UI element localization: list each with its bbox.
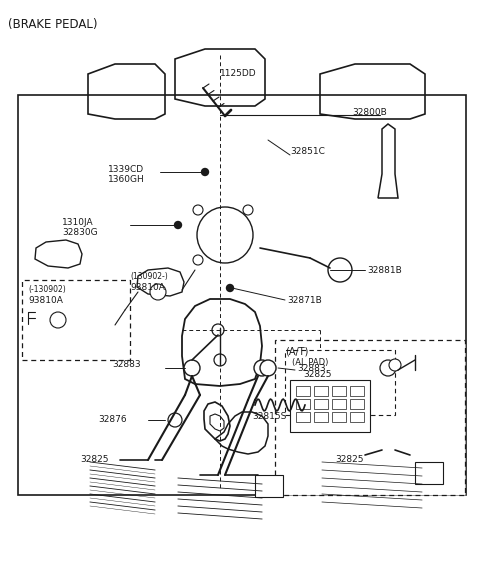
Text: (-130902): (-130902): [28, 285, 66, 294]
Text: 32830G: 32830G: [62, 228, 97, 237]
Bar: [285, 350, 395, 415]
Text: 32800B: 32800B: [352, 108, 387, 117]
Circle shape: [254, 360, 270, 376]
Bar: [18, 95, 466, 495]
Bar: [350, 412, 364, 422]
Circle shape: [227, 285, 233, 292]
Text: 93810A: 93810A: [130, 283, 165, 292]
Circle shape: [193, 205, 203, 215]
Circle shape: [50, 312, 66, 328]
Bar: [332, 386, 346, 396]
Circle shape: [150, 284, 166, 300]
Bar: [290, 380, 370, 432]
Bar: [314, 399, 328, 409]
Circle shape: [212, 324, 224, 336]
Text: 1360GH: 1360GH: [108, 175, 145, 184]
Text: 1310JA: 1310JA: [62, 218, 94, 227]
Circle shape: [193, 255, 203, 265]
Text: (BRAKE PEDAL): (BRAKE PEDAL): [8, 18, 97, 31]
Text: (AL PAD): (AL PAD): [292, 358, 328, 367]
Circle shape: [175, 222, 181, 228]
Text: 32851C: 32851C: [290, 148, 325, 157]
Circle shape: [389, 359, 401, 371]
Circle shape: [243, 205, 253, 215]
Bar: [296, 399, 310, 409]
Bar: [275, 340, 465, 495]
Text: 32815S: 32815S: [252, 412, 287, 421]
Text: 32876: 32876: [98, 415, 127, 424]
Circle shape: [197, 207, 253, 263]
Text: (130902-): (130902-): [130, 272, 168, 281]
Bar: [415, 462, 443, 484]
Text: 1339CD: 1339CD: [108, 165, 144, 174]
Bar: [332, 412, 346, 422]
Circle shape: [184, 360, 200, 376]
Bar: [314, 412, 328, 422]
Bar: [255, 475, 283, 497]
Text: 32881B: 32881B: [367, 266, 402, 275]
Bar: [332, 399, 346, 409]
Text: 1125DD: 1125DD: [220, 69, 257, 78]
Circle shape: [168, 413, 182, 427]
Circle shape: [214, 354, 226, 366]
Text: 32825: 32825: [335, 455, 363, 464]
Text: 32883: 32883: [297, 364, 325, 373]
Text: 32825: 32825: [80, 455, 108, 464]
Bar: [350, 386, 364, 396]
Bar: [296, 412, 310, 422]
Text: 32871B: 32871B: [287, 296, 322, 305]
Circle shape: [260, 360, 276, 376]
Text: 32883: 32883: [112, 360, 141, 369]
Text: (A/T): (A/T): [285, 347, 308, 357]
Bar: [22, 280, 130, 360]
Circle shape: [202, 169, 208, 176]
Circle shape: [328, 258, 352, 282]
Text: 93810A: 93810A: [28, 296, 63, 305]
Circle shape: [380, 360, 396, 376]
Text: 32825: 32825: [303, 370, 332, 379]
Bar: [296, 386, 310, 396]
Bar: [314, 386, 328, 396]
Bar: [350, 399, 364, 409]
